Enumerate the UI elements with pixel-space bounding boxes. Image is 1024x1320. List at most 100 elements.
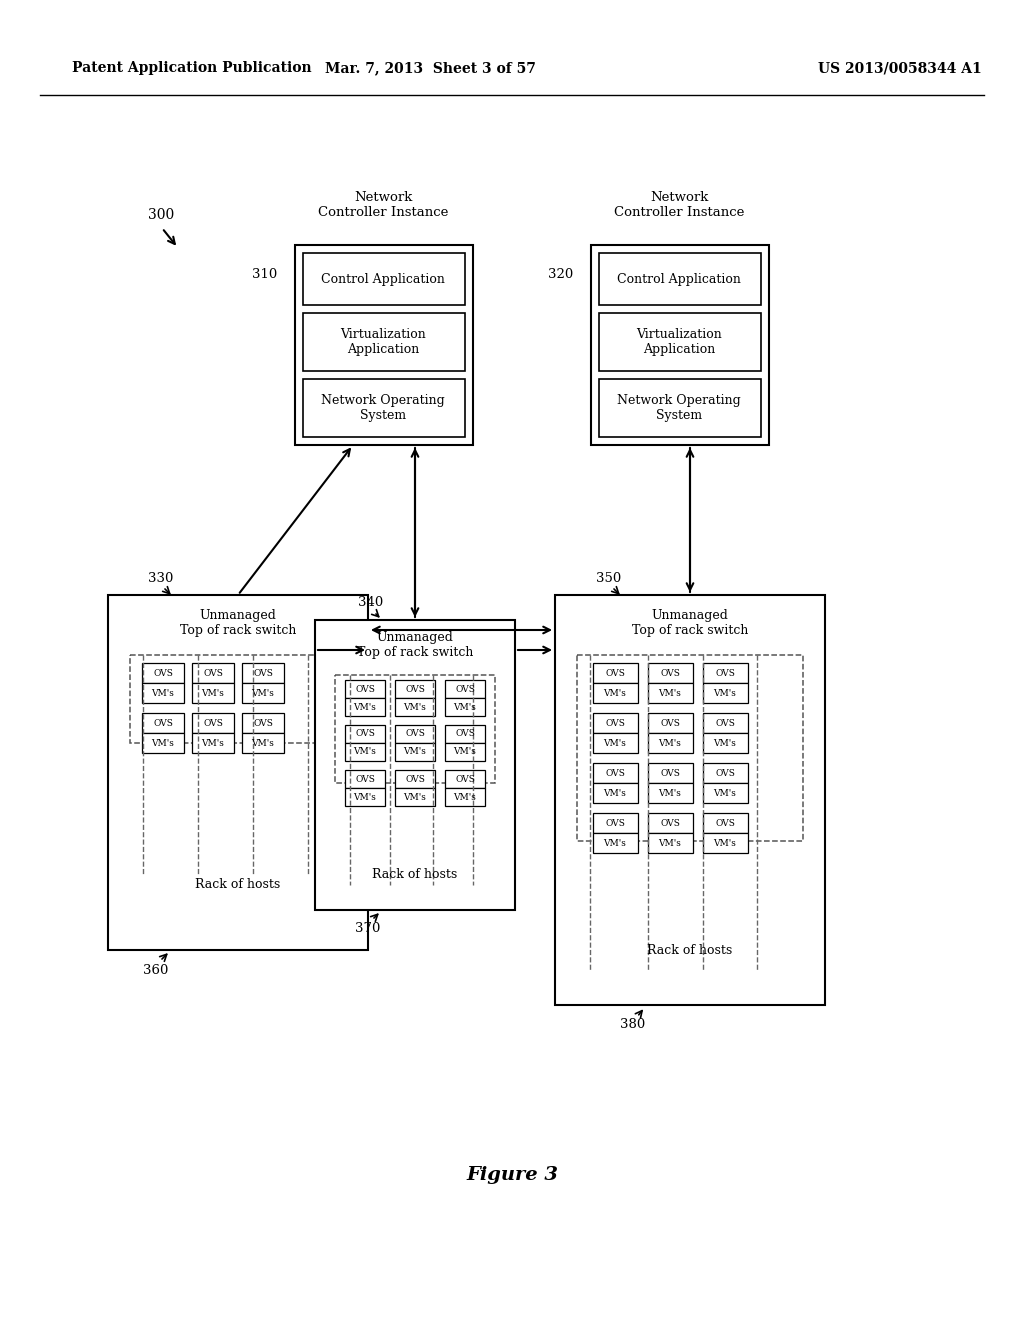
Bar <box>593 783 638 803</box>
Bar <box>555 595 825 1005</box>
Bar <box>445 788 485 807</box>
Bar <box>599 253 761 305</box>
Text: 340: 340 <box>358 597 383 610</box>
Text: OVS: OVS <box>605 818 625 828</box>
Bar <box>395 788 435 807</box>
Text: 370: 370 <box>355 921 380 935</box>
Text: 310: 310 <box>252 268 278 281</box>
Bar <box>303 313 465 371</box>
Text: VM's: VM's <box>714 738 736 747</box>
Text: VM's: VM's <box>252 689 274 697</box>
Text: OVS: OVS <box>153 718 173 727</box>
Bar <box>593 813 638 833</box>
Bar <box>345 788 385 807</box>
Bar <box>648 763 693 783</box>
Text: OVS: OVS <box>355 730 375 738</box>
Bar <box>345 725 385 743</box>
Text: Control Application: Control Application <box>617 272 741 285</box>
Bar <box>142 713 184 733</box>
Bar <box>445 698 485 715</box>
Text: 360: 360 <box>143 964 168 977</box>
Bar <box>395 698 435 715</box>
Bar <box>599 379 761 437</box>
Text: 320: 320 <box>548 268 573 281</box>
Text: OVS: OVS <box>605 668 625 677</box>
Text: VM's: VM's <box>152 689 174 697</box>
Bar <box>395 725 435 743</box>
Bar <box>335 675 495 783</box>
Text: Unmanaged
Top of rack switch: Unmanaged Top of rack switch <box>632 609 749 638</box>
Text: Mar. 7, 2013  Sheet 3 of 57: Mar. 7, 2013 Sheet 3 of 57 <box>325 61 536 75</box>
Bar <box>593 833 638 853</box>
Bar <box>315 620 515 909</box>
Bar <box>648 682 693 704</box>
Bar <box>648 713 693 733</box>
Bar <box>193 663 234 682</box>
Bar <box>295 246 473 445</box>
Text: Unmanaged
Top of rack switch: Unmanaged Top of rack switch <box>180 609 296 638</box>
Text: OVS: OVS <box>605 718 625 727</box>
Text: VM's: VM's <box>403 702 426 711</box>
Text: OVS: OVS <box>355 685 375 693</box>
Text: VM's: VM's <box>403 747 426 756</box>
Text: VM's: VM's <box>658 738 681 747</box>
Bar <box>648 663 693 682</box>
Text: OVS: OVS <box>253 668 273 677</box>
Bar <box>242 663 284 682</box>
Text: Rack of hosts: Rack of hosts <box>373 869 458 882</box>
Text: VM's: VM's <box>454 747 476 756</box>
Text: OVS: OVS <box>455 730 475 738</box>
Bar <box>130 655 346 743</box>
Text: 350: 350 <box>596 572 622 585</box>
Text: Network Operating
System: Network Operating System <box>617 393 741 422</box>
Text: OVS: OVS <box>355 775 375 784</box>
Text: VM's: VM's <box>353 792 377 801</box>
Bar <box>648 783 693 803</box>
Bar <box>445 680 485 698</box>
Bar <box>193 682 234 704</box>
Text: Control Application: Control Application <box>322 272 445 285</box>
Bar <box>648 813 693 833</box>
Text: Rack of hosts: Rack of hosts <box>647 944 732 957</box>
Bar <box>242 713 284 733</box>
Text: VM's: VM's <box>603 738 627 747</box>
Bar <box>591 246 769 445</box>
Text: Network
Controller Instance: Network Controller Instance <box>317 191 449 219</box>
Text: VM's: VM's <box>714 788 736 797</box>
Text: OVS: OVS <box>660 668 680 677</box>
Text: VM's: VM's <box>603 689 627 697</box>
Text: OVS: OVS <box>455 685 475 693</box>
Bar <box>142 682 184 704</box>
Bar <box>593 713 638 733</box>
Text: Rack of hosts: Rack of hosts <box>196 879 281 891</box>
Bar <box>395 743 435 762</box>
Text: OVS: OVS <box>203 668 223 677</box>
Bar <box>345 698 385 715</box>
Bar <box>593 763 638 783</box>
Text: Figure 3: Figure 3 <box>466 1166 558 1184</box>
Text: OVS: OVS <box>153 668 173 677</box>
Bar <box>703 763 748 783</box>
Bar <box>648 833 693 853</box>
Bar <box>703 813 748 833</box>
Text: VM's: VM's <box>202 738 224 747</box>
Text: Unmanaged
Top of rack switch: Unmanaged Top of rack switch <box>356 631 473 659</box>
Bar <box>648 733 693 752</box>
Bar <box>599 313 761 371</box>
Text: OVS: OVS <box>715 668 735 677</box>
Text: OVS: OVS <box>406 775 425 784</box>
Bar <box>395 770 435 788</box>
Text: 380: 380 <box>620 1019 645 1031</box>
Text: VM's: VM's <box>152 738 174 747</box>
Text: VM's: VM's <box>658 689 681 697</box>
Text: 330: 330 <box>148 572 173 585</box>
Bar <box>193 733 234 752</box>
Bar <box>242 733 284 752</box>
Bar <box>345 770 385 788</box>
Bar <box>577 655 803 841</box>
Text: VM's: VM's <box>714 838 736 847</box>
Bar <box>142 663 184 682</box>
Text: OVS: OVS <box>406 685 425 693</box>
Text: OVS: OVS <box>715 768 735 777</box>
Text: VM's: VM's <box>403 792 426 801</box>
